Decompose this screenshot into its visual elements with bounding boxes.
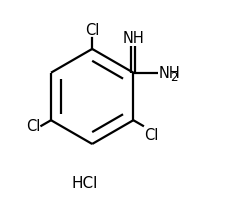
Text: Cl: Cl bbox=[85, 23, 99, 38]
Text: Cl: Cl bbox=[144, 128, 158, 143]
Text: 2: 2 bbox=[170, 70, 178, 83]
Text: Cl: Cl bbox=[26, 119, 40, 134]
Text: NH: NH bbox=[122, 31, 144, 45]
Text: NH: NH bbox=[159, 66, 180, 81]
Text: HCl: HCl bbox=[72, 175, 98, 190]
